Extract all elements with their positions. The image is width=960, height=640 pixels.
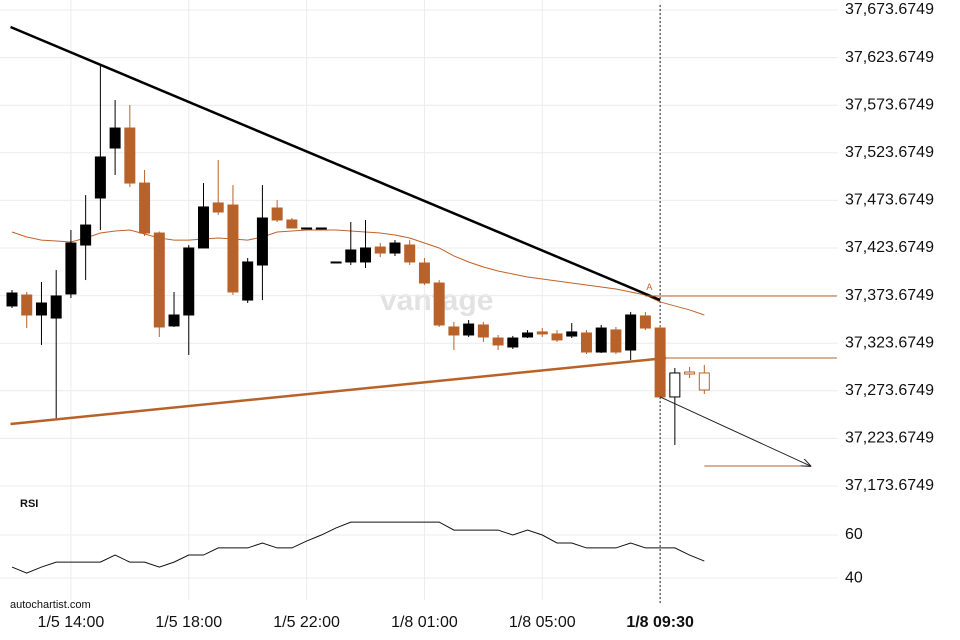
- candle-body: [639, 315, 651, 329]
- trendline: [10, 25, 661, 302]
- y-tick-label: 37,623.6749: [845, 49, 934, 66]
- candle-body: [315, 227, 327, 230]
- candle-body: [21, 294, 33, 316]
- candle-body: [418, 262, 430, 284]
- candle-body: [168, 314, 180, 327]
- rsi-label: RSI: [20, 498, 38, 510]
- candle-body: [286, 219, 298, 229]
- candle-body: [360, 247, 372, 263]
- x-tick-label: 1/5 14:00: [38, 614, 105, 631]
- candle-body: [551, 333, 563, 341]
- candle-body: [492, 337, 504, 346]
- candle-body: [580, 332, 592, 353]
- candle-body: [507, 337, 519, 348]
- candle-body: [374, 246, 386, 254]
- candle-body: [197, 206, 209, 249]
- candle-body: [183, 247, 195, 316]
- candle-body: [654, 327, 666, 398]
- candle-body: [433, 282, 445, 326]
- y-tick-label: 37,573.6749: [845, 96, 934, 113]
- candle-body: [389, 242, 401, 254]
- y-tick-label: 37,523.6749: [845, 144, 934, 161]
- candle-body: [522, 332, 534, 338]
- candle-body: [477, 324, 489, 338]
- candle-body: [684, 371, 696, 375]
- y-tick-label: 37,373.6749: [845, 287, 934, 304]
- candle-body: [448, 326, 460, 336]
- forecast-arrow: [659, 396, 810, 466]
- candle-body: [212, 202, 224, 213]
- candle-body: [65, 242, 77, 295]
- candle-body: [271, 207, 283, 221]
- y-tick-label: 37,223.6749: [845, 430, 934, 447]
- y-tick-label: 37,173.6749: [845, 477, 934, 494]
- candle-body: [139, 182, 151, 234]
- candle-body: [301, 227, 313, 230]
- candle-body: [536, 331, 548, 335]
- y-tick-label: 37,423.6749: [845, 239, 934, 256]
- candle-body: [404, 244, 416, 263]
- candle-body: [35, 302, 47, 316]
- candle-body: [227, 204, 239, 293]
- moving-average: [11, 229, 705, 316]
- x-tick-label: 1/8 09:30: [626, 614, 694, 631]
- trendline: [10, 356, 667, 426]
- candle-body: [669, 372, 681, 398]
- candle-body: [153, 232, 165, 328]
- source: autochartist.com: [10, 599, 91, 611]
- candle-body: [595, 327, 607, 353]
- candle-body: [109, 127, 121, 149]
- y-tick-label: 60: [845, 526, 863, 543]
- candle-body: [330, 261, 342, 264]
- rsi-line: [11, 521, 705, 574]
- candle-body: [345, 249, 357, 263]
- candle-body: [463, 323, 475, 336]
- candle-body: [610, 329, 622, 353]
- y-tick-label: 37,673.6749: [845, 1, 934, 18]
- candle-body: [242, 261, 254, 301]
- candle-body: [94, 156, 106, 199]
- y-tick-label: 37,273.6749: [845, 382, 934, 399]
- annotation: A: [646, 282, 652, 292]
- candle-body: [50, 295, 62, 319]
- candle-body: [124, 127, 136, 184]
- candle-body: [566, 331, 578, 337]
- x-tick-label: 1/5 22:00: [273, 614, 340, 631]
- x-tick-label: 1/8 01:00: [391, 614, 458, 631]
- candle-body: [6, 292, 18, 307]
- candle-body: [80, 224, 92, 246]
- y-tick-label: 37,323.6749: [845, 334, 934, 351]
- y-tick-label: 37,473.6749: [845, 192, 934, 209]
- candle-body: [625, 314, 637, 351]
- x-tick-label: 1/5 18:00: [155, 614, 222, 631]
- candle-body: [698, 372, 710, 391]
- x-tick-label: 1/8 05:00: [509, 614, 576, 631]
- candle-body: [256, 217, 268, 266]
- y-tick-label: 40: [845, 569, 863, 586]
